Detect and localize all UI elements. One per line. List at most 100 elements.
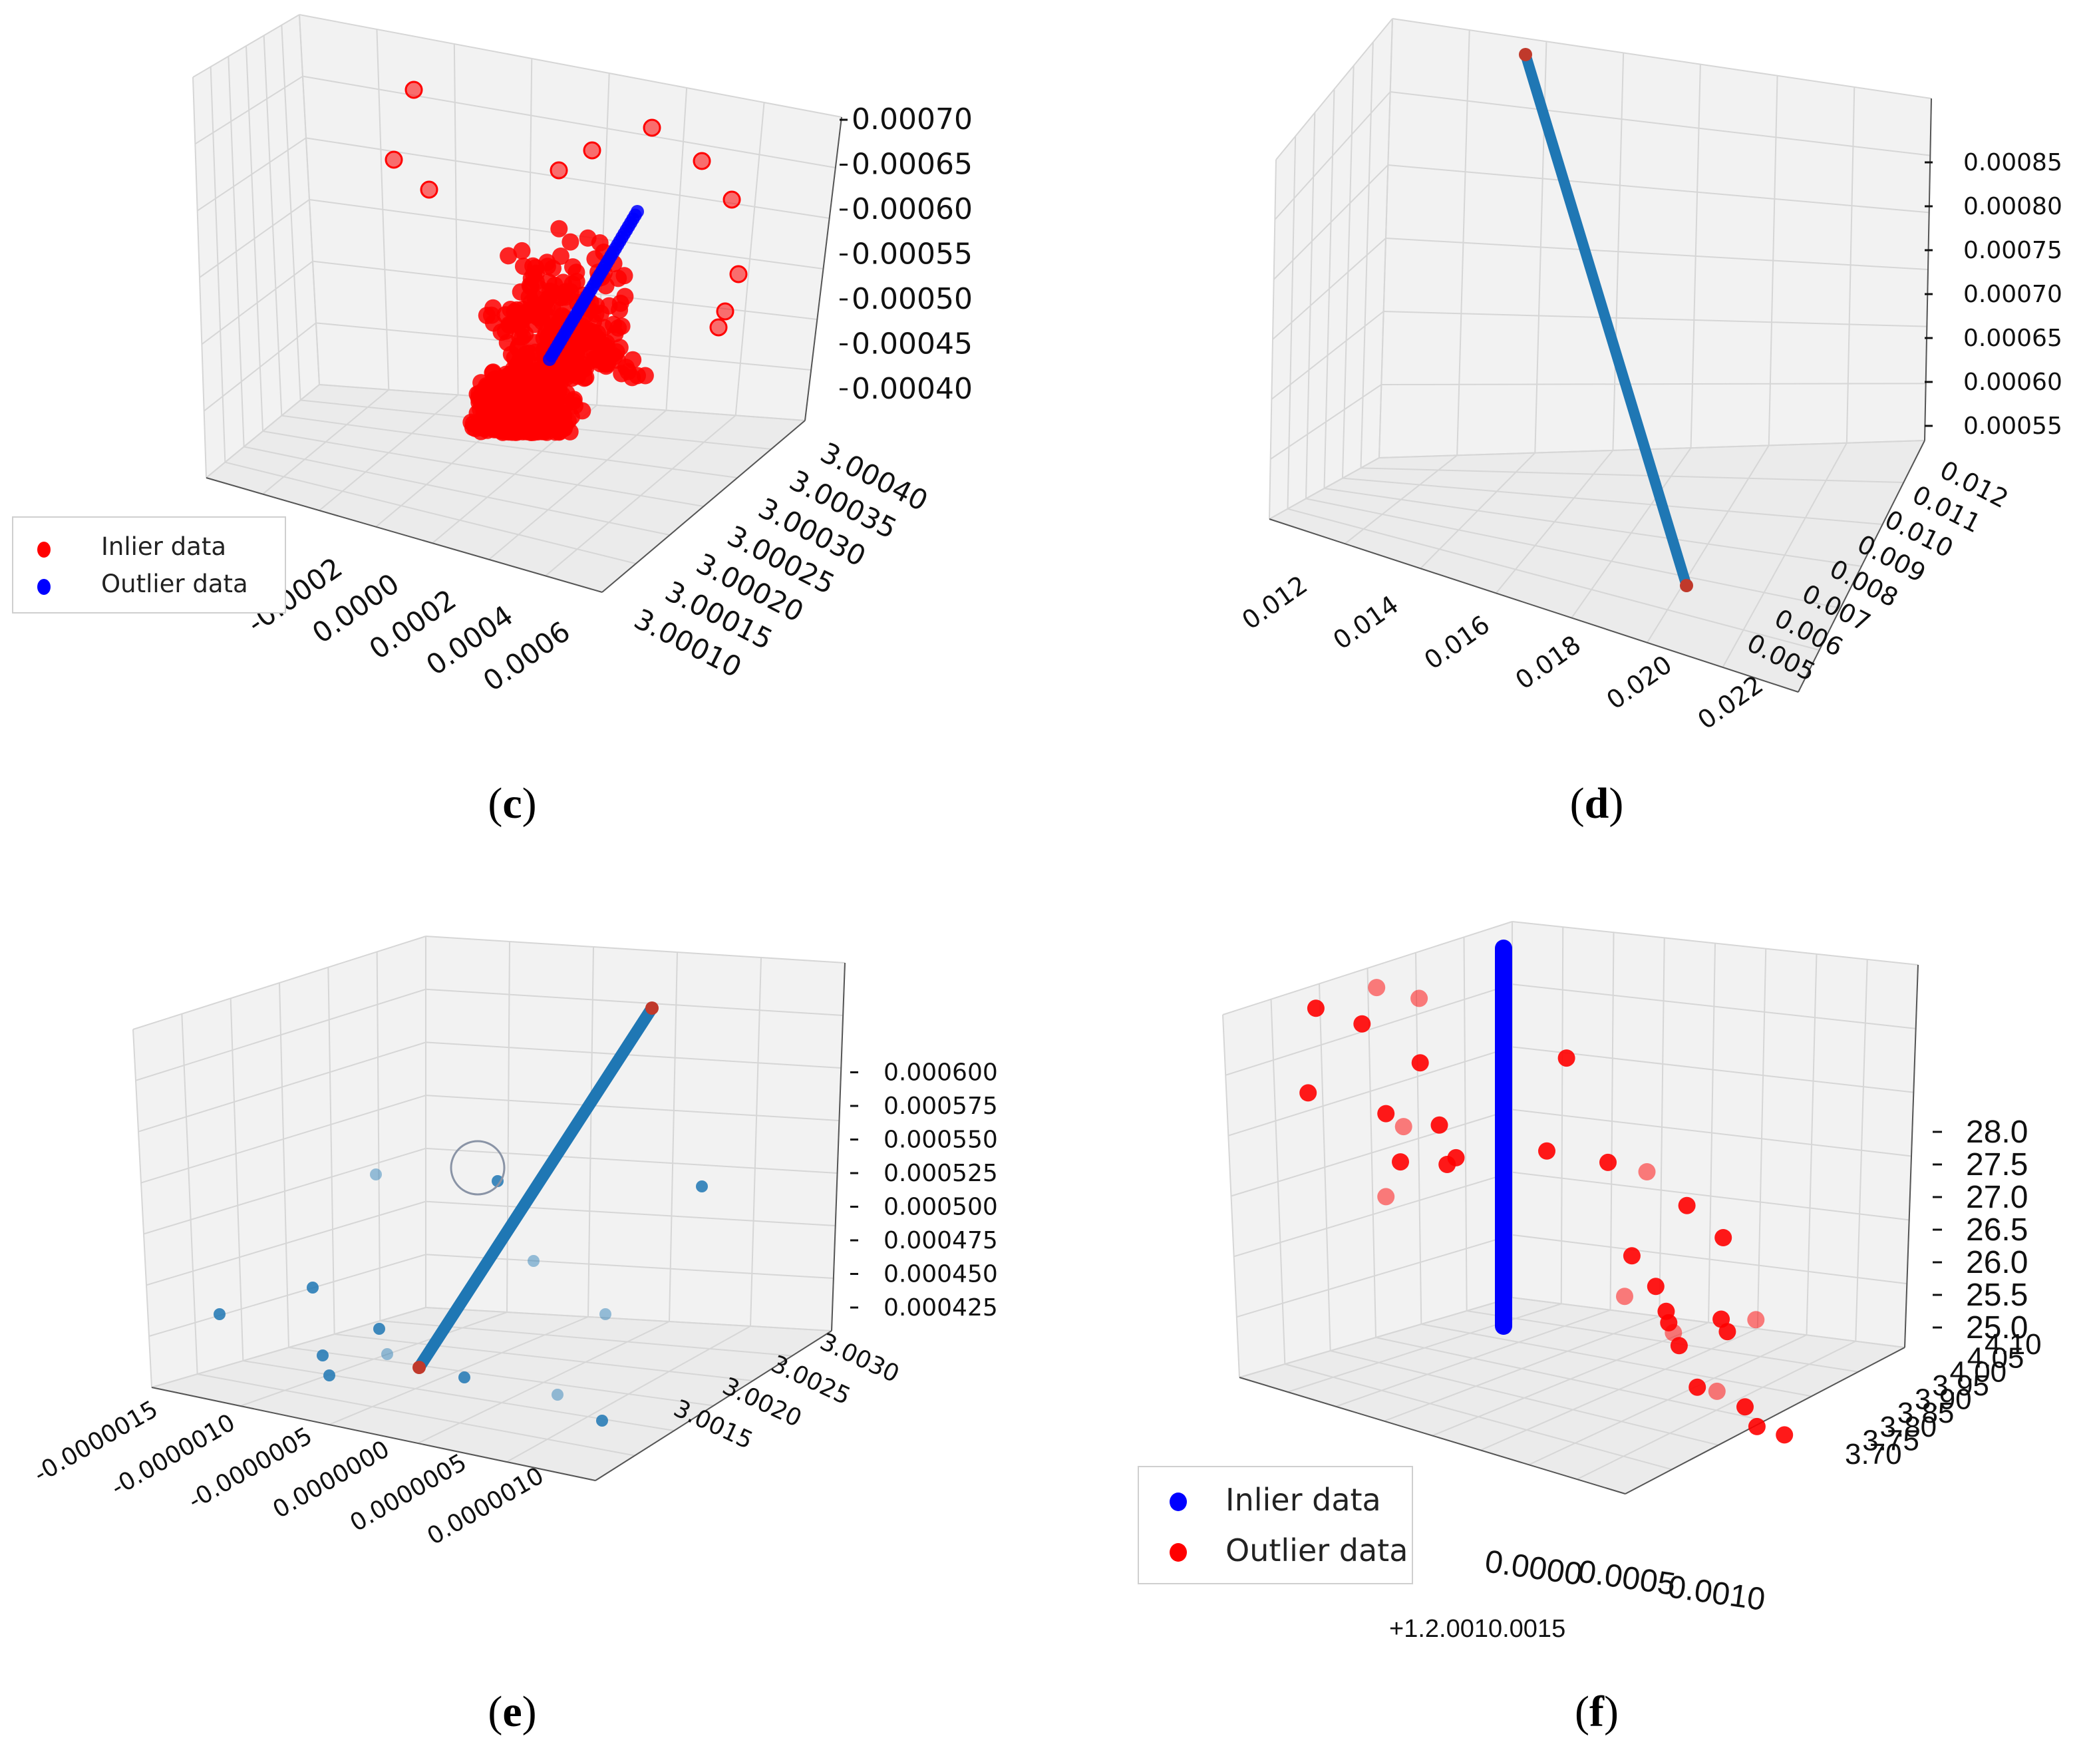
inlier-point-c bbox=[616, 287, 634, 305]
grid-y-wall-d bbox=[1378, 18, 1393, 458]
grid-y-floor-d bbox=[1722, 442, 1848, 668]
caption-e-letter: e bbox=[502, 1687, 522, 1736]
grid-y-floor-c bbox=[262, 389, 389, 495]
grid-x-wall-f bbox=[1415, 952, 1422, 1325]
grid-y-floor-d bbox=[1420, 452, 1535, 569]
wall-left-d bbox=[1269, 19, 1392, 519]
inlier-point-c bbox=[512, 350, 530, 368]
outlier-point-f-20 bbox=[1616, 1288, 1633, 1306]
inlier-point-c bbox=[624, 351, 642, 369]
x-tick-d-3: 0.018 bbox=[1510, 629, 1586, 695]
caption-c-letter: c bbox=[502, 779, 522, 828]
z-tick-d-4: 0.00075 bbox=[1963, 237, 2062, 264]
inlier-outlying-point-c-7 bbox=[729, 265, 748, 283]
scatter-point-e-11 bbox=[458, 1371, 470, 1383]
grid-y-floor-e bbox=[417, 1321, 670, 1444]
grid-z-right-d bbox=[1385, 238, 1929, 270]
grid-x-wall-c bbox=[281, 25, 301, 401]
grid-x-floor-d bbox=[1305, 498, 1841, 609]
wall-right-c bbox=[299, 15, 842, 421]
grid-y-floor-f bbox=[1239, 1297, 1513, 1378]
grid-x-wall-e bbox=[376, 952, 381, 1322]
outlier-point-f-25 bbox=[1670, 1337, 1688, 1355]
floor-d bbox=[1269, 441, 1925, 692]
caption-d-letter: d bbox=[1584, 779, 1609, 828]
axis-z-d bbox=[1924, 98, 1932, 441]
z-tick-c-0: 0.00040 bbox=[852, 372, 973, 406]
outlier-point-f-24 bbox=[1665, 1323, 1683, 1341]
grid-y-wall-e bbox=[750, 957, 762, 1327]
grid-x-wall-d bbox=[1360, 42, 1374, 468]
grid-x-floor-c bbox=[225, 461, 637, 564]
grid-y-wall-f bbox=[1756, 948, 1767, 1329]
grid-y-wall-f bbox=[1609, 932, 1615, 1310]
inlier-outlying-point-c-1 bbox=[385, 150, 403, 169]
z-tick-f-4: 27.0 bbox=[1966, 1180, 2028, 1215]
grid-z-right-c bbox=[299, 14, 842, 118]
outlier-point-f-14 bbox=[1538, 1142, 1555, 1160]
z-tick-e-5: 0.000550 bbox=[884, 1127, 998, 1154]
wall-right-d bbox=[1379, 19, 1931, 458]
grid-z-right-d bbox=[1390, 91, 1931, 156]
grid-x-wall-e bbox=[279, 982, 289, 1348]
inlier-point-c bbox=[575, 322, 593, 340]
grid-x-wall-c bbox=[228, 56, 245, 447]
inlier-point-c bbox=[596, 337, 614, 355]
inlier-point-c bbox=[513, 242, 531, 260]
inlier-point-c bbox=[605, 315, 622, 333]
legend-c: Inlier data Outlier data bbox=[12, 516, 286, 614]
grid-y-floor-e bbox=[329, 1316, 589, 1425]
grid-z-right-c bbox=[302, 75, 836, 168]
grid-y-floor-e bbox=[240, 1312, 508, 1407]
z-tick-e-2: 0.000475 bbox=[884, 1227, 998, 1254]
inlier-point-c bbox=[562, 233, 579, 251]
outlier-point-f-21 bbox=[1647, 1278, 1665, 1296]
grid-x-floor-e bbox=[197, 1373, 635, 1457]
inlier-outlying-point-c-3 bbox=[643, 118, 661, 137]
z-tick-c-2: 0.00050 bbox=[852, 282, 973, 316]
z-tick-e-1: 0.000450 bbox=[884, 1261, 998, 1288]
line-start-point-e bbox=[412, 1361, 426, 1374]
series-line-d bbox=[1520, 53, 1692, 588]
grid-y-floor-e bbox=[506, 1325, 751, 1463]
outlier-point-f-7 bbox=[1377, 1105, 1395, 1123]
grid-x-wall-c bbox=[245, 45, 263, 432]
z-tick-f-3: 26.5 bbox=[1966, 1212, 2028, 1248]
grid-y-wall-e bbox=[506, 941, 510, 1313]
inlier-point-c bbox=[522, 277, 540, 295]
grid-x-floor-d bbox=[1378, 440, 1925, 458]
z-tick-e-0: 0.000425 bbox=[884, 1294, 998, 1322]
inlier-point-c bbox=[623, 369, 641, 387]
z-tick-d-6: 0.00085 bbox=[1963, 149, 2062, 176]
z-tick-c-5: 0.00065 bbox=[852, 148, 973, 182]
wall-right-e bbox=[426, 936, 845, 1331]
inlier-point-c bbox=[611, 301, 629, 319]
axis-z-f bbox=[1904, 964, 1919, 1348]
caption-e: (e) bbox=[488, 1687, 537, 1736]
outlier-point-f-27 bbox=[1712, 1310, 1730, 1328]
outlier-point-f-10 bbox=[1392, 1153, 1409, 1171]
grid-y-floor-f bbox=[1335, 1309, 1611, 1407]
grid-x-wall-c bbox=[210, 67, 226, 462]
z-tick-d-1: 0.00060 bbox=[1963, 369, 2062, 396]
y-tick-f-4: 3.90 bbox=[1915, 1383, 1972, 1416]
outlier-point-f-8 bbox=[1394, 1118, 1412, 1136]
axis-z-e bbox=[831, 962, 846, 1331]
z-tick-e-3: 0.000500 bbox=[884, 1194, 998, 1221]
inlier-outlying-point-c-5 bbox=[723, 190, 741, 209]
line-end-point-e bbox=[645, 1001, 659, 1015]
legend-f-inlier-marker bbox=[1170, 1493, 1187, 1511]
grid-z-right-c bbox=[309, 199, 824, 269]
z-tick-f-6: 28.0 bbox=[1966, 1115, 2028, 1150]
grid-y-floor-f bbox=[1432, 1322, 1709, 1437]
grid-y-wall-c bbox=[734, 102, 765, 416]
z-tick-f-5: 27.5 bbox=[1966, 1147, 2028, 1182]
grid-y-floor-c bbox=[206, 384, 320, 478]
axis-y-f bbox=[1625, 1347, 1905, 1495]
grid-x-wall-f bbox=[1270, 999, 1286, 1365]
z-tick-e-6: 0.000575 bbox=[884, 1093, 998, 1120]
outlier-point-c bbox=[631, 205, 644, 218]
grid-x-wall-d bbox=[1305, 112, 1316, 499]
x-tick-f-0: 0.0000 bbox=[1483, 1544, 1585, 1592]
inlier-point-c bbox=[524, 306, 542, 324]
